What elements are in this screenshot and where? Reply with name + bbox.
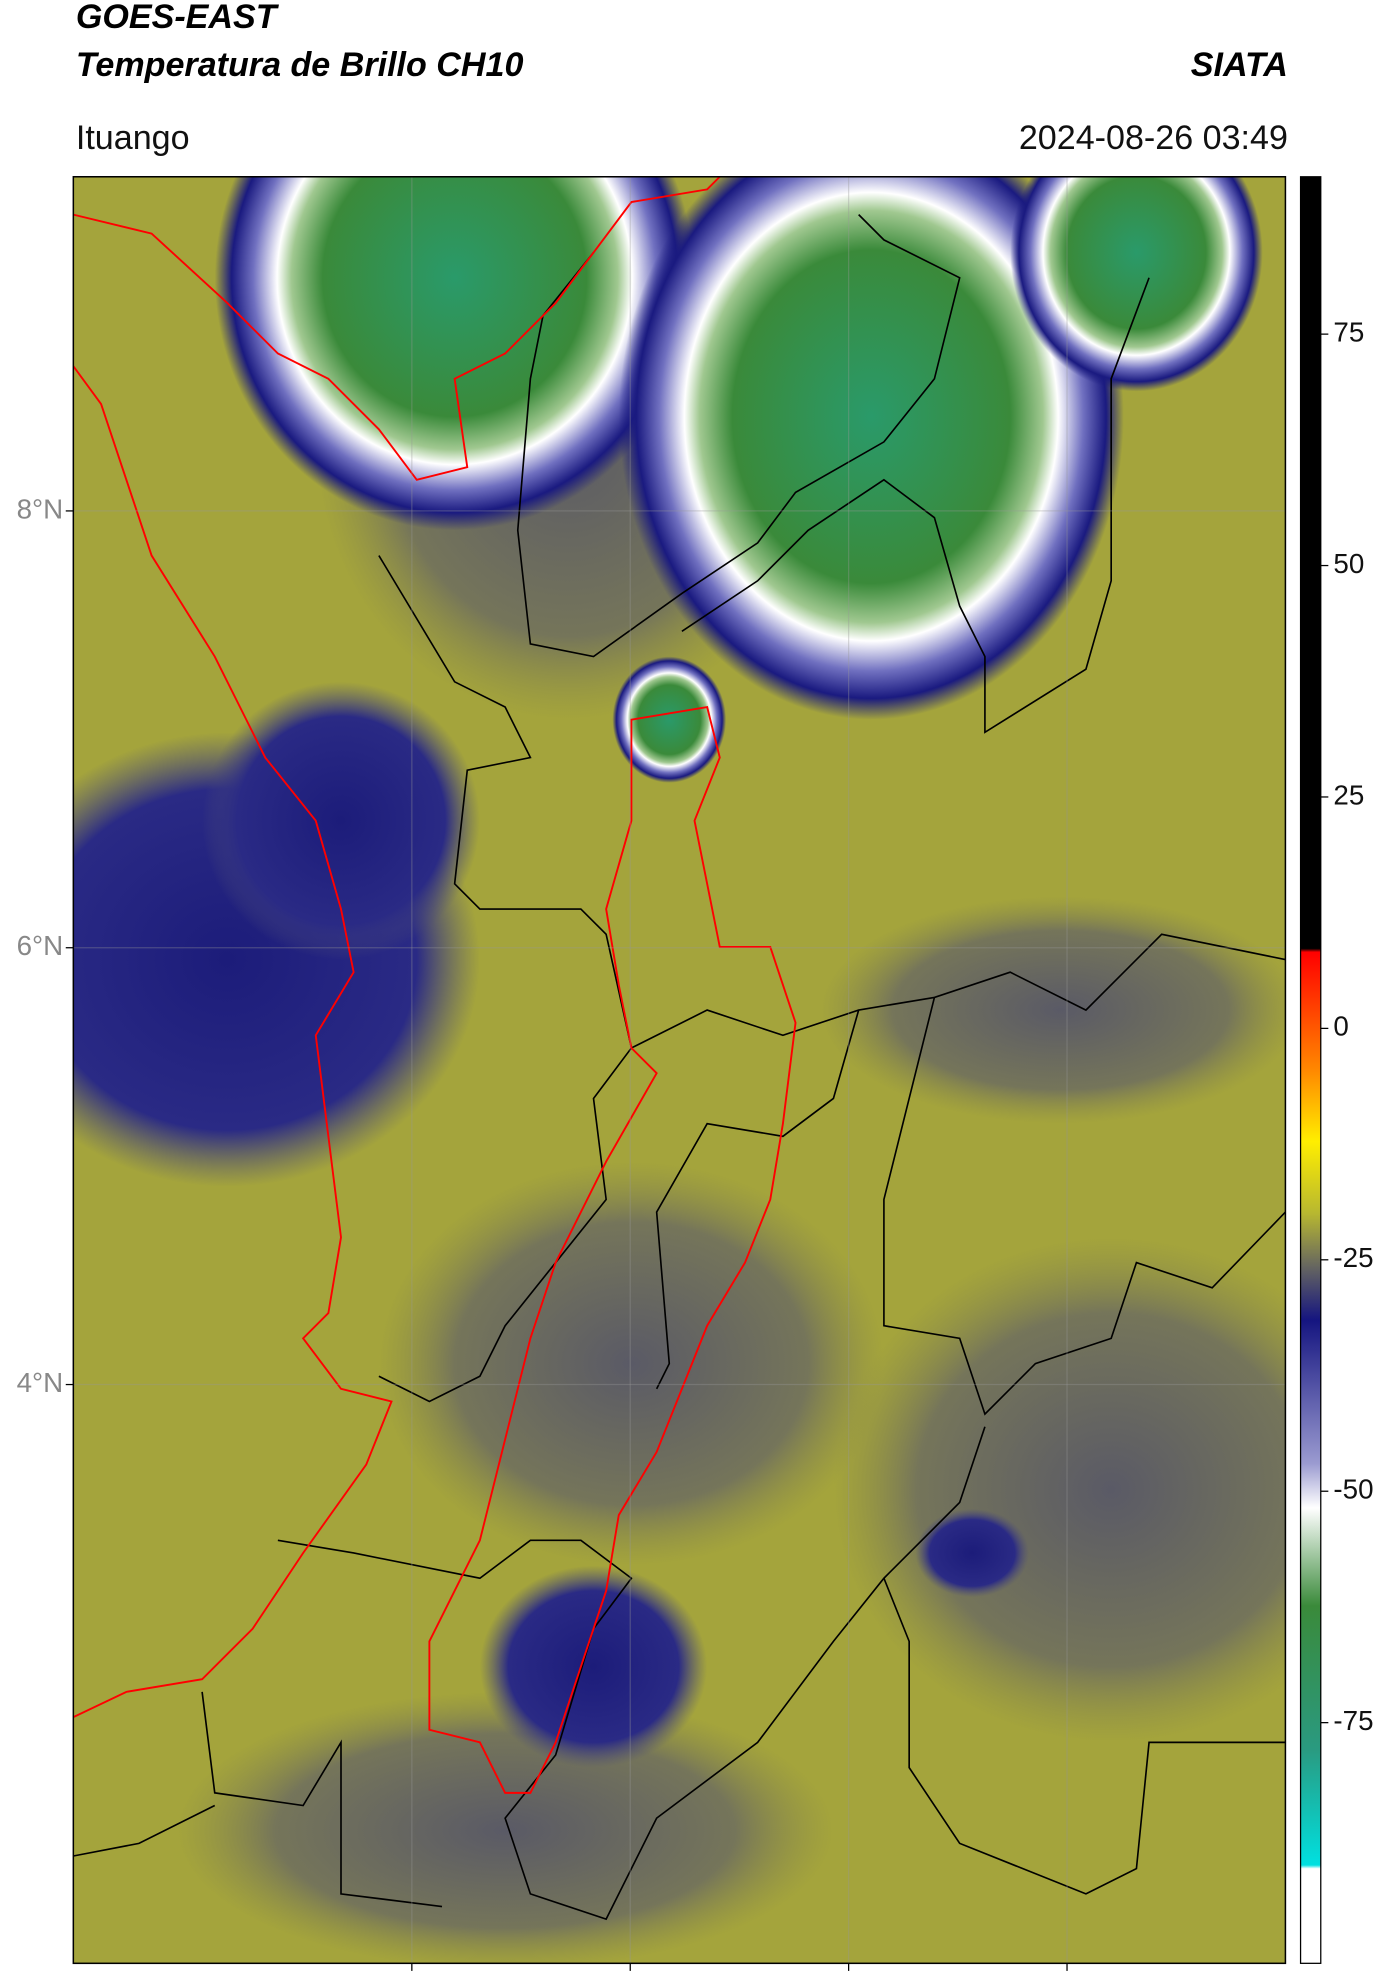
title: GOES-EAST [76, 0, 280, 36]
lon-tick-label: 75°W [815, 1976, 884, 1981]
map-frame [72, 176, 1287, 1965]
colorbar-tick-label: 25 [1333, 779, 1364, 810]
colorbar-tick-label: 50 [1333, 548, 1364, 579]
colorbar-tick-label: 75 [1333, 316, 1364, 347]
lon-tick-label: 76°W [596, 1976, 665, 1981]
location: Ituango [76, 119, 190, 157]
colorbar-tick-label: -25 [1333, 1242, 1373, 1273]
grid [73, 176, 1286, 1964]
lat-tick-label: 8°N [17, 493, 64, 524]
subtitle: Temperatura de Brillo CH10 [76, 46, 524, 84]
colorbar-tick-label: -75 [1333, 1705, 1373, 1736]
colorbar [1299, 176, 1322, 1964]
lon-tick-label: 77°W [378, 1976, 447, 1981]
colorbar-tick-label: 0 [1333, 1011, 1348, 1042]
source: SIATA [1191, 46, 1288, 84]
datetime: 2024-08-26 03:49 [1019, 119, 1288, 157]
lat-tick-label: 4°N [17, 1367, 64, 1398]
lat-tick-label: 6°N [17, 930, 64, 961]
colorbar-tick-label: -50 [1333, 1474, 1373, 1505]
satellite-image [73, 176, 1286, 1964]
lon-tick-label: 74°W [1033, 1976, 1102, 1981]
